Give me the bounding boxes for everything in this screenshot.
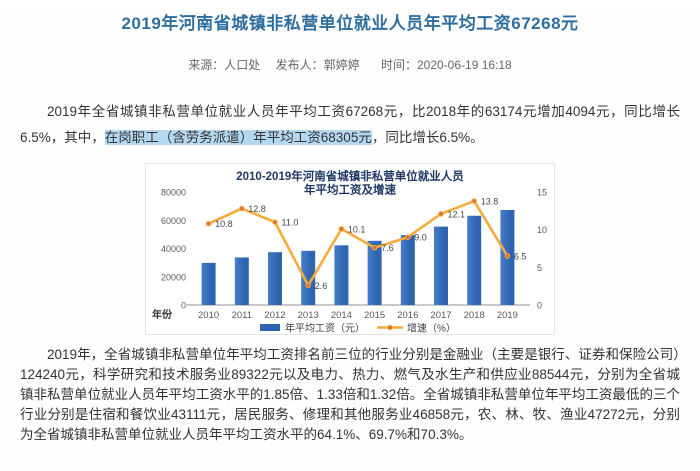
x-axis-year-label: 2019	[497, 310, 518, 321]
growth-value-label: 7.6	[381, 243, 394, 253]
growth-marker	[305, 282, 311, 289]
x-axis-year-label: 2011	[232, 310, 252, 321]
meta-source: 来源：人口处	[188, 58, 261, 72]
x-axis-year-label: 2015	[364, 310, 385, 321]
right-axis-tick-label: 15	[537, 188, 547, 198]
chart-title-line2: 年平均工资及增速	[304, 183, 396, 197]
chart-section: 2010-2019年河南省城镇非私营单位就业人员 年平均工资及增速 0 20000 40…	[0, 163, 700, 335]
left-axis-tick-label: 80000	[161, 188, 186, 198]
chart-title-line1: 2010-2019年河南省城镇非私营单位就业人员	[236, 169, 464, 183]
legend-bar-label: 年平均工资（元）	[285, 322, 365, 335]
growth-line	[208, 199, 509, 287]
left-axis-tick-label: 40000	[161, 244, 186, 254]
x-axis-year-label: 2016	[397, 310, 418, 321]
growth-value-label: 10.1	[348, 224, 366, 234]
wage-bar	[234, 257, 249, 305]
wage-bar	[400, 235, 415, 305]
growth-marker	[471, 198, 478, 204]
paragraph-summary: 2019年全省城镇非私营单位就业人员年平均工资67268元，比2018年的631…	[20, 99, 680, 151]
x-axis-year-label: 2013	[298, 310, 319, 321]
highlighted-text: 在岗职工（含劳务派遣）年平均工资68305元	[104, 130, 372, 145]
wage-bar	[334, 245, 349, 305]
right-axis-tick-label: 10	[537, 225, 547, 235]
right-axis-tick-label: 0	[537, 301, 542, 311]
growth-marker	[338, 226, 345, 232]
right-axis-tick-label: 5	[537, 263, 542, 273]
growth-value-label: 6.5	[514, 252, 527, 262]
growth-value-label: 10.8	[215, 219, 233, 229]
meta-time: 时间：2020-06-19 16:18	[380, 58, 512, 72]
x-axis-year-label: 2018	[464, 310, 485, 321]
growth-marker	[239, 205, 245, 212]
legend-line-marker	[387, 324, 393, 331]
growth-value-label: 12.1	[448, 209, 466, 219]
wage-bar	[467, 215, 482, 305]
article-page: 2019年河南省城镇非私营单位就业人员年平均工资67268元 来源：人口处 发布…	[0, 13, 700, 471]
left-axis-tick-label: 20000	[161, 272, 186, 282]
wage-bar	[268, 252, 282, 305]
paragraph-summary-tail: ，同比增长6.5%。	[371, 130, 484, 145]
paragraph-summary-text: 2019年全省城镇非私营单位就业人员年平均工资67268元，比2018年的631…	[20, 104, 680, 145]
paragraph-industry-detail: 2019年，全省城镇非私营单位年平均工资排名前三位的行业分别是金融业（主要是银行…	[20, 347, 680, 442]
growth-marker	[405, 234, 411, 240]
growth-marker	[438, 211, 444, 217]
wage-bar	[434, 226, 448, 305]
x-axis-year-label: 2012	[264, 310, 285, 321]
wage-bar	[301, 250, 316, 305]
wage-chart-card: 2010-2019年河南省城镇非私营单位就业人员 年平均工资及增速 0 20000 40…	[145, 163, 555, 335]
x-axis-year-label: 2017	[430, 310, 451, 321]
x-axis-year-label: 2010	[198, 310, 219, 321]
growth-value-label: 13.8	[481, 197, 499, 207]
growth-value-label: 11.0	[282, 218, 299, 228]
left-axis-tick-label: 0	[181, 301, 186, 311]
growth-marker	[205, 220, 212, 227]
legend-line-label: 增速（%）	[407, 322, 456, 335]
wage-bar	[201, 262, 216, 305]
legend-bar-swatch	[260, 324, 280, 331]
growth-marker	[504, 253, 511, 259]
growth-value-label: 9.0	[414, 233, 427, 243]
growth-marker	[272, 219, 278, 225]
x-axis-year-label: 2014	[331, 310, 352, 321]
growth-marker	[371, 244, 378, 251]
x-axis-title: 年份	[152, 308, 173, 321]
wage-bar	[367, 240, 382, 305]
meta-publisher: 发布人：郭婷婷	[275, 58, 360, 72]
page-title: 2019年河南省城镇非私营单位就业人员年平均工资67268元	[121, 14, 579, 33]
left-axis-tick-label: 60000	[161, 216, 186, 226]
growth-value-label: 2.6	[315, 281, 328, 291]
article-meta: 来源：人口处 发布人：郭婷婷 时间：2020-06-19 16:18	[0, 56, 700, 73]
growth-value-label: 12.8	[248, 204, 266, 214]
